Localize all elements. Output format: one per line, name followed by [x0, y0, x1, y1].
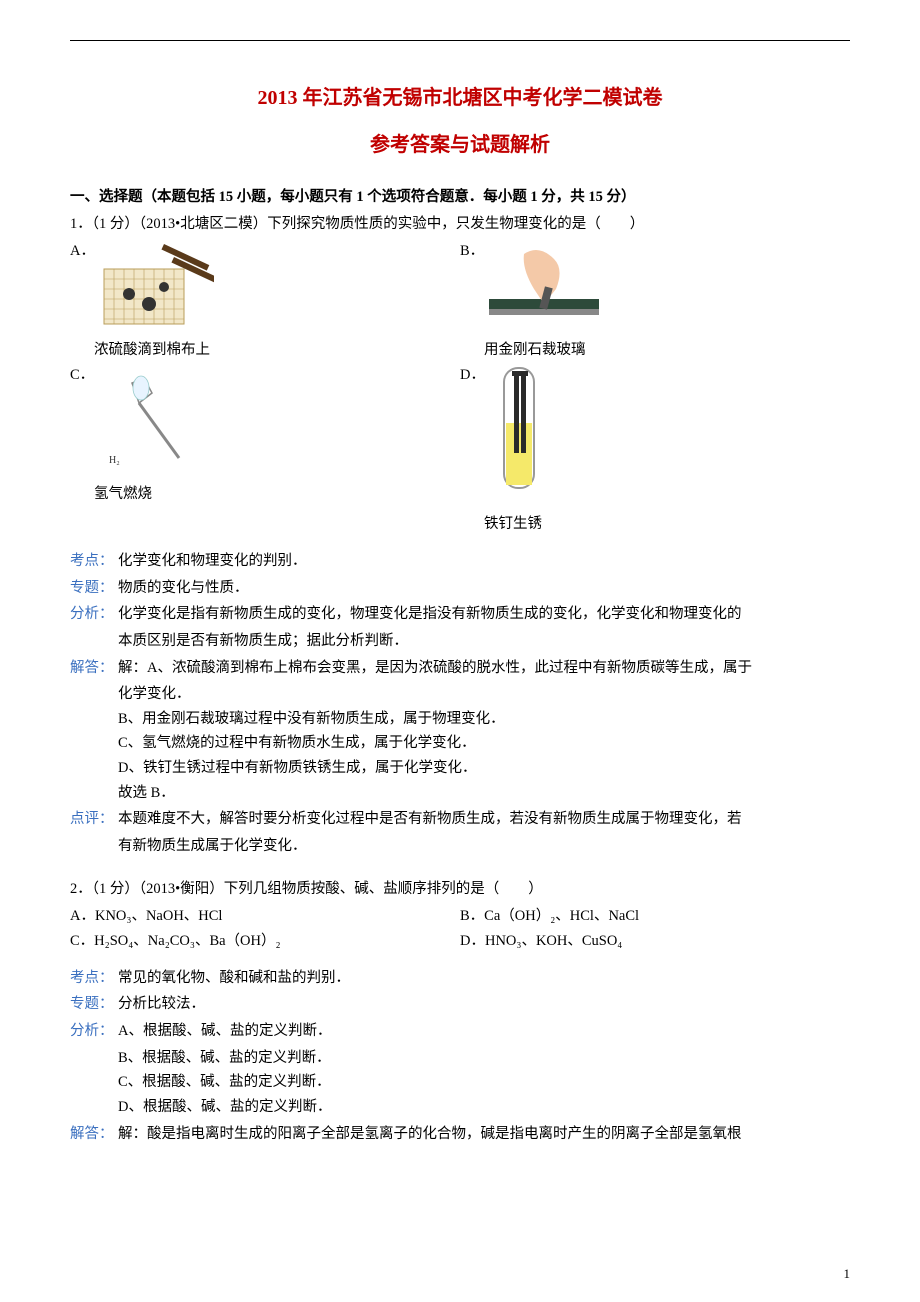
- q1-opt-d-body: 铁钉生锈: [484, 363, 850, 533]
- q1-jd-row: 解答： 解：A、浓硫酸滴到棉布上棉布会变黑，是因为浓硫酸的脱水性，此过程中有新物…: [70, 656, 850, 681]
- q1-opt-c-letter: C．: [70, 363, 94, 384]
- page-number: 1: [844, 1266, 851, 1282]
- diamond-glass-icon: [484, 239, 604, 329]
- q1-opt-a-letter: A．: [70, 239, 94, 260]
- jd-label-2: 解答：: [70, 1122, 118, 1147]
- q1-opt-c-image: H₂: [94, 363, 194, 478]
- q2-fx-row: 分析： A、根据酸、碱、盐的定义判断．: [70, 1019, 850, 1044]
- section-1-header: 一、选择题（本题包括 15 小题，每小题只有 1 个选项符合题意．每小题 1 分…: [70, 185, 850, 206]
- q2-opt-b: B．Ca（OH）₂、HCl、NaCl: [460, 902, 850, 927]
- q1-opt-d: D． 铁钉生锈: [460, 361, 850, 535]
- cloth-acid-icon: [94, 239, 214, 329]
- q2-zt-row: 专题： 分析比较法．: [70, 992, 850, 1017]
- q1-stem: 1．（1 分）（2013•北塘区二模）下列探究物质性质的实验中，只发生物理变化的…: [70, 212, 850, 233]
- kd-label: 考点：: [70, 549, 118, 574]
- page: 2013 年江苏省无锡市北塘区中考化学二模试卷 参考答案与试题解析 一、选择题（…: [0, 0, 920, 1302]
- q1-opt-a-caption: 浓硫酸滴到棉布上: [94, 338, 460, 359]
- hydrogen-burn-icon: H₂: [94, 363, 194, 473]
- title-sub: 参考答案与试题解析: [70, 128, 850, 157]
- q1-fx1: 化学变化是指有新物质生成的变化，物理变化是指没有新物质生成的变化，化学变化和物理…: [118, 602, 850, 627]
- q1-dp2: 有新物质生成属于化学变化．: [118, 834, 850, 859]
- q2-options: A．KNO₃、NaOH、HCl B．Ca（OH）₂、HCl、NaCl C．H₂S…: [70, 902, 850, 952]
- zt-label-2: 专题：: [70, 992, 118, 1017]
- q2-stem: 2．（1 分）（2013•衡阳）下列几组物质按酸、碱、盐顺序排列的是（ ）: [70, 877, 850, 898]
- q1-jd1: 解：A、浓硫酸滴到棉布上棉布会变黑，是因为浓硫酸的脱水性，此过程中有新物质碳等生…: [118, 656, 850, 681]
- q1-analysis: 考点： 化学变化和物理变化的判别． 专题： 物质的变化与性质． 分析： 化学变化…: [70, 549, 850, 859]
- q2-kd-row: 考点： 常见的氧化物、酸和碱和盐的判别．: [70, 966, 850, 991]
- q1-options: A．: [70, 237, 850, 535]
- q1-opt-c: C． H₂ 氢气燃烧: [70, 361, 460, 535]
- q1-opt-d-caption: 铁钉生锈: [484, 512, 850, 533]
- q1-jd6: 故选 B．: [118, 781, 850, 806]
- q2-fx3: C、根据酸、碱、盐的定义判断．: [118, 1070, 850, 1095]
- iron-rust-icon: [484, 363, 554, 503]
- top-rule: [70, 40, 850, 41]
- svg-text:H₂: H₂: [109, 455, 120, 466]
- q1-dp1: 本题难度不大，解答时要分析变化过程中是否有新物质生成，若没有新物质生成属于物理变…: [118, 807, 850, 832]
- q2-kd: 常见的氧化物、酸和碱和盐的判别．: [118, 966, 850, 991]
- fx-label: 分析：: [70, 602, 118, 627]
- q2-analysis: 考点： 常见的氧化物、酸和碱和盐的判别． 专题： 分析比较法． 分析： A、根据…: [70, 966, 850, 1146]
- q2-jd-row: 解答： 解：酸是指电离时生成的阳离子全部是氢离子的化合物，碱是指电离时产生的阴离…: [70, 1122, 850, 1147]
- q1-jd2: 化学变化．: [118, 682, 850, 707]
- q1-opt-a: A．: [70, 237, 460, 361]
- q1-dp-row: 点评： 本题难度不大，解答时要分析变化过程中是否有新物质生成，若没有新物质生成属…: [70, 807, 850, 832]
- q2-zt: 分析比较法．: [118, 992, 850, 1017]
- q2-opt-a: A．KNO₃、NaOH、HCl: [70, 902, 460, 927]
- q2-opt-c: C．H₂SO₄、Na₂CO₃、Ba（OH）₂: [70, 927, 460, 952]
- q1-fx2: 本质区别是否有新物质生成；据此分析判断．: [118, 629, 850, 654]
- q1-zt-row: 专题： 物质的变化与性质．: [70, 576, 850, 601]
- q1-kd-row: 考点： 化学变化和物理变化的判别．: [70, 549, 850, 574]
- q1-opt-b-caption: 用金刚石裁玻璃: [484, 338, 850, 359]
- q1-opt-d-image: [484, 363, 554, 508]
- q1-opt-a-image: [94, 239, 214, 334]
- kd-label-2: 考点：: [70, 966, 118, 991]
- zt-label: 专题：: [70, 576, 118, 601]
- spacer: [70, 859, 850, 873]
- q1-kd: 化学变化和物理变化的判别．: [118, 549, 850, 574]
- q2-opt-d: D．HNO₃、KOH、CuSO₄: [460, 927, 850, 952]
- q1-opt-b-image: [484, 239, 604, 334]
- q1-fx-row: 分析： 化学变化是指有新物质生成的变化，物理变化是指没有新物质生成的变化，化学变…: [70, 602, 850, 627]
- q1-opt-a-body: 浓硫酸滴到棉布上: [94, 239, 460, 359]
- q2-jd1: 解：酸是指电离时生成的阳离子全部是氢离子的化合物，碱是指电离时产生的阴离子全部是…: [118, 1122, 850, 1147]
- q2-fx4: D、根据酸、碱、盐的定义判断．: [118, 1095, 850, 1120]
- dp-label: 点评：: [70, 807, 118, 832]
- q1-zt: 物质的变化与性质．: [118, 576, 850, 601]
- q1-opt-d-letter: D．: [460, 363, 484, 384]
- title-main: 2013 年江苏省无锡市北塘区中考化学二模试卷: [70, 81, 850, 110]
- q1-opt-b-body: 用金刚石裁玻璃: [484, 239, 850, 359]
- q1-opt-b: B． 用金刚石裁玻璃: [460, 237, 850, 361]
- q1-jd3: B、用金刚石裁玻璃过程中没有新物质生成，属于物理变化．: [118, 707, 850, 732]
- q1-opt-b-letter: B．: [460, 239, 484, 260]
- q1-jd4: C、氢气燃烧的过程中有新物质水生成，属于化学变化．: [118, 731, 850, 756]
- q1-opt-c-caption: 氢气燃烧: [94, 482, 460, 503]
- q2-fx2: B、根据酸、碱、盐的定义判断．: [118, 1046, 850, 1071]
- q1-jd5: D、铁钉生锈过程中有新物质铁锈生成，属于化学变化．: [118, 756, 850, 781]
- q2-fx1: A、根据酸、碱、盐的定义判断．: [118, 1019, 850, 1044]
- jd-label: 解答：: [70, 656, 118, 681]
- fx-label-2: 分析：: [70, 1019, 118, 1044]
- q1-opt-c-body: H₂ 氢气燃烧: [94, 363, 460, 503]
